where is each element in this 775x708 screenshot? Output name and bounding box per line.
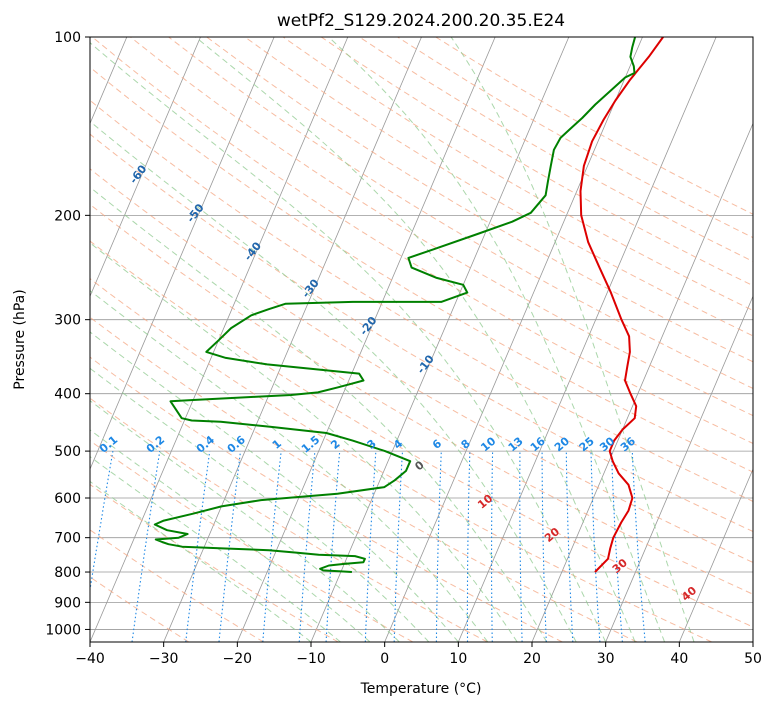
y-tick-label: 200	[54, 208, 81, 224]
moist-adiabat-line	[90, 120, 577, 642]
y-axis-label: Pressure (hPa)	[12, 289, 28, 389]
mixing-ratio-line	[185, 451, 211, 642]
x-tick-label: 40	[670, 651, 688, 667]
dry-adiabat-line	[130, 37, 753, 417]
isotherm-line	[531, 122, 753, 642]
x-tick-label: 10	[449, 651, 467, 667]
moist-adiabat-line	[90, 42, 607, 642]
isotherm-line	[457, 37, 717, 642]
moist-adiabat-line	[90, 456, 341, 642]
mixing-ratio-line	[218, 451, 242, 642]
dry-adiabat-line	[90, 240, 753, 628]
dry-adiabat-line	[90, 203, 753, 595]
mixing-ratio-line	[631, 451, 646, 642]
moist-adiabat-line	[450, 37, 695, 642]
isotherm-line	[90, 37, 275, 471]
x-tick-label: 20	[523, 651, 541, 667]
moist-adiabat-line	[90, 480, 312, 642]
y-tick-label: 100	[54, 30, 81, 46]
mixing-ratio-line	[131, 451, 161, 642]
dry-adiabat-line	[244, 37, 753, 337]
moist-adiabat-line	[90, 242, 518, 642]
y-tick-label: 400	[54, 387, 81, 403]
background-lines	[90, 37, 753, 642]
x-tick-label: −10	[296, 651, 326, 667]
x-tick-label: 50	[744, 651, 762, 667]
x-axis-label: Temperature (°C)	[360, 681, 482, 697]
sounding-series	[153, 37, 664, 573]
dry-adiabat-line	[90, 529, 264, 642]
isotherm-line	[163, 37, 422, 642]
moist-adiabat-line	[90, 290, 489, 642]
moist-adiabat-line	[90, 400, 400, 642]
moist-adiabat-line	[90, 331, 459, 642]
moist-adiabat-line	[328, 37, 666, 642]
mixing-ratio-line	[298, 451, 316, 642]
y-tick-label: 500	[54, 444, 81, 460]
dry-adiabat-line	[90, 356, 563, 642]
dry-adiabat-line	[90, 278, 712, 642]
plot-frame	[89, 36, 754, 643]
x-tick-label: −20	[223, 651, 253, 667]
y-tick-label: 900	[54, 595, 81, 611]
isotherm-line	[236, 37, 496, 642]
dry-adiabat-line	[168, 37, 753, 389]
mixing-ratio-line	[262, 451, 282, 642]
x-tick-label: −40	[75, 651, 105, 667]
dry-adiabat-line	[90, 99, 753, 502]
y-tick-label: 300	[54, 313, 81, 329]
isotherm-line	[678, 468, 753, 642]
x-tick-label: 0	[380, 651, 389, 667]
moist-adiabat-line	[90, 429, 371, 642]
y-tick-label: 700	[54, 531, 81, 547]
x-tick-label: −30	[149, 651, 179, 667]
temperature-profile-line	[579, 37, 664, 573]
chart-title: wetPf2_S129.2024.200.20.35.E24	[277, 11, 565, 31]
y-tick-label: 1000	[45, 622, 81, 638]
y-tick-label: 800	[54, 565, 81, 581]
y-tick-label: 600	[54, 491, 81, 507]
isotherm-line	[605, 295, 753, 642]
isotherm-line	[384, 37, 643, 642]
dry-adiabat-line	[91, 37, 753, 445]
dry-adiabat-line	[282, 37, 753, 312]
dry-adiabat-line	[90, 168, 753, 563]
dry-adiabat-line	[90, 133, 753, 533]
isotherm-line	[90, 37, 201, 298]
x-tick-label: 30	[597, 651, 615, 667]
axes: −40 −30 −20 −10 0 10 20 30 40 50 100 200 300 400 500 60…	[45, 30, 762, 667]
dry-adiabat-line	[90, 483, 339, 642]
dewpoint-profile-line	[153, 37, 637, 573]
mixing-ratio-line	[90, 451, 114, 594]
